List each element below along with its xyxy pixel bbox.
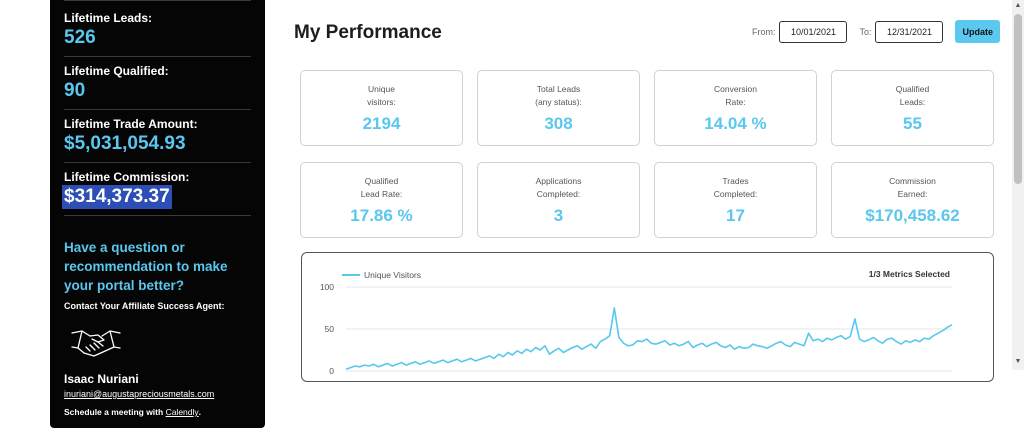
metric-card-total-leads[interactable]: Total Leads (any status): 308 (477, 70, 640, 146)
y-tick-label: 0 (329, 366, 334, 376)
card-value: $170,458.62 (865, 206, 960, 225)
stat-label: Lifetime Leads: (64, 11, 153, 25)
meeting-suffix: . (198, 407, 202, 417)
to-label: To: (859, 26, 872, 37)
card-value: 14.04 % (704, 114, 767, 133)
from-label: From: (751, 26, 776, 37)
chart-canvas: Unique Visitors 1/3 Metrics Selected 100 50… (320, 269, 953, 376)
card-label: Total Leads (any status): (535, 84, 582, 107)
card-value: 17.86 % (350, 206, 413, 225)
stat-value-selected[interactable]: $314,373.37 (62, 185, 172, 209)
stat-label: Lifetime Trade Amount: (64, 117, 198, 131)
card-label: Applications Completed: (535, 176, 582, 199)
scroll-down-arrow-icon[interactable]: ▼ (1014, 358, 1022, 365)
update-button[interactable]: Update (955, 20, 1000, 43)
handshake-icon (71, 330, 121, 357)
stat-value: $5,031,054.93 (64, 133, 186, 154)
y-tick-label: 100 (320, 282, 334, 292)
meeting-text: Schedule a meeting with Calendly. (64, 407, 251, 417)
series-line-unique-visitors[interactable] (345, 307, 953, 371)
main-content: My Performance From: To: Update Unique v… (265, 0, 1012, 382)
to-date-input[interactable] (875, 20, 944, 43)
metric-card-unique-visitors[interactable]: Unique visitors: 2194 (300, 70, 463, 146)
metric-cards: Unique visitors: 2194 Total Leads (any s… (300, 70, 994, 238)
scroll-up-arrow-icon[interactable]: ▲ (1014, 2, 1022, 9)
visitors-chart: Unique Visitors 1/3 Metrics Selected 100 50… (301, 252, 994, 382)
card-value: 3 (553, 206, 564, 225)
page-scrollbar[interactable]: ▲ ▼ (1012, 0, 1024, 370)
card-value: 308 (544, 114, 573, 133)
metric-card-commission-earned[interactable]: Commission Earned: $170,458.62 (831, 162, 994, 238)
scroll-thumb[interactable] (1014, 14, 1022, 184)
date-range: From: To: Update (752, 20, 1000, 43)
sidebar: Lifetime Leads: 526 Lifetime Qualified: … (50, 0, 265, 428)
page-title: My Performance (294, 22, 442, 43)
card-value: 2194 (362, 114, 401, 133)
card-label: Trades Completed: (713, 176, 758, 199)
card-label: Conversion Rate: (714, 84, 757, 107)
lifetime-leads-stat: Lifetime Leads: 526 (64, 0, 251, 57)
contact-label: Contact Your Affiliate Success Agent: (64, 301, 225, 311)
legend-label[interactable]: Unique Visitors (364, 270, 421, 280)
meeting-prefix: Schedule a meeting with (64, 407, 166, 417)
lifetime-commission-stat: Lifetime Commission: $314,373.37 (62, 163, 251, 216)
stat-value: 90 (64, 80, 86, 101)
metric-card-trades-completed[interactable]: Trades Completed: 17 (654, 162, 817, 238)
lifetime-qualified-stat: Lifetime Qualified: 90 (64, 57, 251, 110)
agent-email-link[interactable]: inuriani@augustapreciousmetals.com (64, 389, 215, 399)
calendly-link[interactable]: Calendly (165, 407, 199, 417)
stat-value: 526 (64, 27, 96, 48)
metric-card-qualified-lead-rate[interactable]: Qualified Lead Rate: 17.86 % (300, 162, 463, 238)
agent-name: Isaac Nuriani (64, 372, 139, 386)
stat-label: Lifetime Commission: (64, 170, 190, 184)
from-date-input[interactable] (779, 20, 848, 43)
y-tick-label: 50 (325, 324, 335, 334)
metric-card-qualified-leads[interactable]: Qualified Leads: 55 (831, 70, 994, 146)
card-label: Unique visitors: (367, 84, 396, 107)
card-label: Commission Earned: (889, 176, 936, 199)
card-label: Qualified Leads: (895, 84, 930, 107)
feedback-question: Have a question or recommendation to mak… (64, 240, 228, 293)
metrics-selected-label: 1/3 Metrics Selected (869, 269, 950, 279)
metric-card-applications-completed[interactable]: Applications Completed: 3 (477, 162, 640, 238)
metric-card-conversion-rate[interactable]: Conversion Rate: 14.04 % (654, 70, 817, 146)
stat-label: Lifetime Qualified: (64, 64, 169, 78)
card-label: Qualified Lead Rate: (360, 176, 403, 199)
lifetime-trade-amount-stat: Lifetime Trade Amount: $5,031,054.93 (64, 110, 251, 163)
card-value: 17 (726, 206, 745, 225)
card-value: 55 (903, 114, 922, 133)
left-margin (0, 0, 50, 431)
